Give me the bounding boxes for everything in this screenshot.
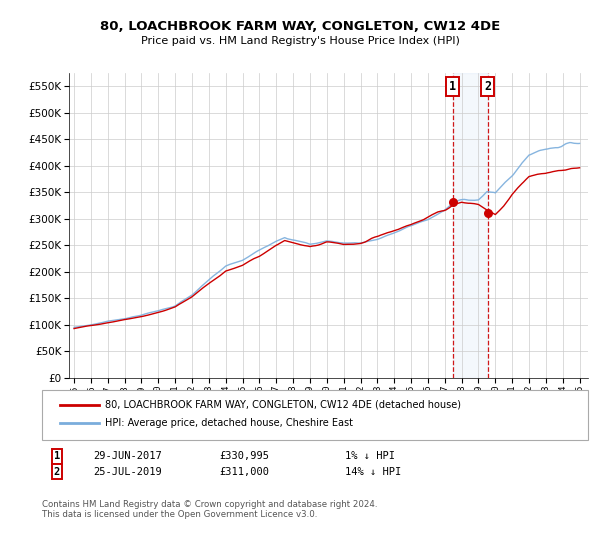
Text: 29-JUN-2017: 29-JUN-2017 xyxy=(93,451,162,461)
Text: £311,000: £311,000 xyxy=(219,466,269,477)
Text: 2: 2 xyxy=(54,466,60,477)
Text: 80, LOACHBROOK FARM WAY, CONGLETON, CW12 4DE: 80, LOACHBROOK FARM WAY, CONGLETON, CW12… xyxy=(100,20,500,32)
Text: 2: 2 xyxy=(484,80,491,93)
Text: 1: 1 xyxy=(449,80,456,93)
Text: Contains HM Land Registry data © Crown copyright and database right 2024.
This d: Contains HM Land Registry data © Crown c… xyxy=(42,500,377,519)
Text: HPI: Average price, detached house, Cheshire East: HPI: Average price, detached house, Ches… xyxy=(105,418,353,428)
Text: 14% ↓ HPI: 14% ↓ HPI xyxy=(345,466,401,477)
Text: 1% ↓ HPI: 1% ↓ HPI xyxy=(345,451,395,461)
Text: 80, LOACHBROOK FARM WAY, CONGLETON, CW12 4DE (detached house): 80, LOACHBROOK FARM WAY, CONGLETON, CW12… xyxy=(105,400,461,410)
Bar xyxy=(452,73,488,378)
Text: £330,995: £330,995 xyxy=(219,451,269,461)
Text: Price paid vs. HM Land Registry's House Price Index (HPI): Price paid vs. HM Land Registry's House … xyxy=(140,36,460,46)
Text: 25-JUL-2019: 25-JUL-2019 xyxy=(93,466,162,477)
Text: 1: 1 xyxy=(54,451,60,461)
